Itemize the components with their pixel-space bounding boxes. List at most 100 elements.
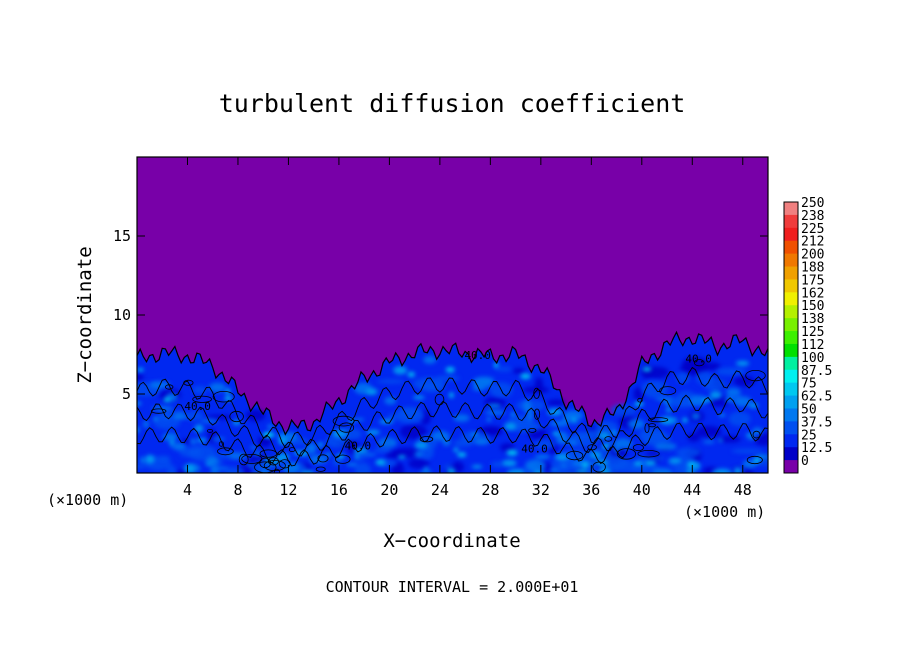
- contour-loop: [528, 427, 537, 433]
- contour-loop: [150, 408, 167, 414]
- colorbar-swatch: [784, 305, 798, 319]
- contour-loop: [592, 461, 606, 473]
- colorbar-label: 25: [801, 428, 817, 443]
- contour-loop: [315, 466, 326, 472]
- contour-loop: [183, 379, 194, 386]
- contour-loop: [212, 391, 235, 403]
- colorbar-label: 238: [801, 209, 824, 224]
- contour-loop: [164, 384, 174, 390]
- x-tick-label: 12: [279, 481, 297, 499]
- x-tick-label: 36: [582, 481, 600, 499]
- colorbar-swatch: [784, 356, 798, 371]
- y-tick-label: 5: [122, 385, 131, 403]
- contour-label: 40.0: [685, 352, 712, 365]
- contour-loop: [241, 453, 263, 464]
- contour-loop: [259, 449, 278, 458]
- x-tick-label: 40: [633, 481, 651, 499]
- colorbar-label: 112: [801, 338, 824, 353]
- colorbar-label: 162: [801, 286, 824, 301]
- contour-loop: [288, 447, 296, 453]
- field-level-2: [139, 355, 763, 473]
- contour-loop: [267, 457, 279, 466]
- y-tick-label: 15: [113, 227, 131, 245]
- x-tick-label: 8: [233, 481, 242, 499]
- colorbar-frame: [783, 201, 799, 474]
- contour-loop: [604, 436, 613, 442]
- contour-label: 40.0: [464, 349, 491, 362]
- colorbar-swatch: [784, 292, 798, 306]
- colorbar-swatch: [784, 460, 798, 474]
- colorbar-swatch: [784, 343, 798, 358]
- contour-loop: [273, 468, 280, 473]
- x-tick-label: 28: [481, 481, 499, 499]
- contour-loop: [616, 448, 637, 460]
- colorbar-label: 0: [801, 454, 809, 469]
- contour-loop: [338, 422, 355, 433]
- x-tick-label: 32: [532, 481, 550, 499]
- contour-label: 40.0: [521, 443, 548, 456]
- colorbar-swatch: [784, 382, 798, 396]
- x-tick-label: 4: [183, 481, 192, 499]
- colorbar-swatch: [784, 369, 798, 384]
- x-tick-label: 24: [431, 481, 449, 499]
- x-axis-label: X−coordinate: [383, 530, 520, 552]
- colorbar: 2502382252122001881751621501381251121008…: [783, 196, 832, 474]
- contour-loop: [192, 395, 212, 403]
- colorbar-label: 37.5: [801, 415, 832, 430]
- colorbar-label: 12.5: [801, 441, 832, 456]
- colorbar-label: 75: [801, 377, 817, 392]
- contour-loop: [637, 450, 660, 458]
- y-axis-label: Z−coordinate: [74, 246, 96, 383]
- colorbar-swatch: [784, 318, 798, 332]
- colorbar-swatch: [784, 434, 798, 448]
- x-tick-label: 44: [683, 481, 701, 499]
- colorbar-label: 175: [801, 273, 824, 288]
- x-tick-label: 48: [734, 481, 752, 499]
- contour-lines: 40.0 40.0 40.0 40.0 40.0: [137, 330, 768, 473]
- colorbar-label: 250: [801, 196, 824, 211]
- x-axis: 4 8 12 16 20 24 28 32 36 40 44 48: [183, 157, 752, 499]
- colorbar-label: 125: [801, 325, 824, 340]
- contour-loop: [637, 397, 643, 403]
- colorbar-label: 62.5: [801, 390, 832, 405]
- contour-loop: [632, 444, 644, 452]
- contour-loop: [745, 369, 766, 382]
- field-level-4: [196, 362, 760, 473]
- colorbar-label: 100: [801, 351, 824, 366]
- contour-loop: [587, 444, 597, 451]
- colorbar-label: 225: [801, 222, 824, 237]
- contour-loop: [263, 460, 286, 472]
- x-tick-label: 16: [330, 481, 348, 499]
- x-unit-right: (×1000 m): [684, 503, 765, 521]
- contour-loop: [565, 450, 584, 461]
- colorbar-swatch: [784, 202, 798, 216]
- colorbar-swatch: [784, 421, 798, 435]
- colorbar-label: 87.5: [801, 364, 832, 379]
- contour-loop: [746, 455, 763, 465]
- colorbar-swatch: [784, 395, 798, 409]
- contour-loop: [217, 447, 234, 456]
- contour-label: 40.0: [184, 400, 211, 413]
- contour-loop: [206, 428, 214, 433]
- contour-loop: [238, 453, 249, 466]
- y-tick-label: 10: [113, 306, 131, 324]
- colorbar-label: 50: [801, 403, 817, 418]
- contour-loop: [218, 441, 224, 447]
- contour-loop: [332, 415, 355, 427]
- contour-loop: [659, 386, 677, 396]
- colorbar-swatch: [784, 227, 798, 242]
- contour-loop: [317, 454, 329, 463]
- turbulent-field: 40.0 40.0 40.0 40.0 40.0: [137, 330, 768, 473]
- contour-interval-note: CONTOUR INTERVAL = 2.000E+01: [326, 578, 579, 596]
- x-unit-left: (×1000 m): [47, 491, 128, 509]
- colorbar-swatch: [784, 331, 798, 345]
- colorbar-label: 212: [801, 235, 824, 250]
- colorbar-swatch: [784, 253, 798, 267]
- colorbar-swatch: [784, 447, 798, 461]
- x-tick-label: 20: [380, 481, 398, 499]
- colorbar-swatch: [784, 279, 798, 293]
- contour-loop: [434, 393, 445, 406]
- contour-loop: [644, 423, 650, 434]
- y-axis: 5 10 15: [113, 227, 768, 403]
